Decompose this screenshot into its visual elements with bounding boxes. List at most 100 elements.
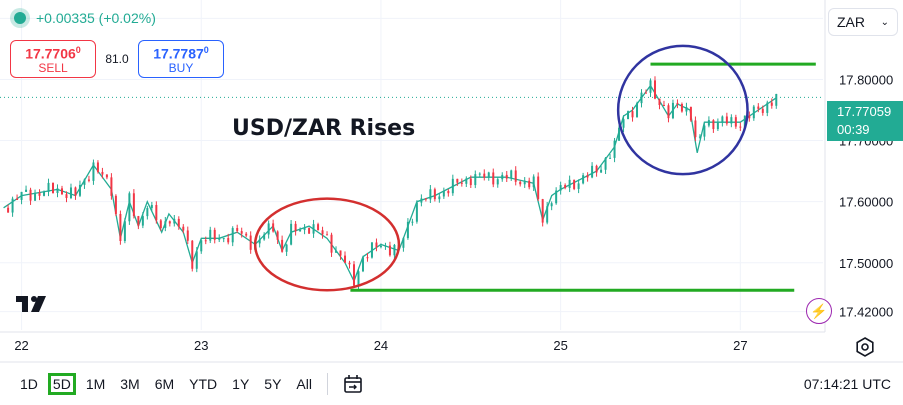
sell-button[interactable]: 17.77060 SELL bbox=[10, 40, 96, 78]
buy-label: BUY bbox=[168, 60, 194, 75]
candle-body bbox=[195, 251, 198, 269]
candle-body bbox=[200, 240, 203, 252]
candle-body bbox=[249, 235, 252, 250]
candle-body bbox=[290, 223, 293, 245]
range-1d[interactable]: 1D bbox=[20, 375, 38, 392]
candle-body bbox=[510, 170, 513, 179]
range-all[interactable]: All bbox=[296, 375, 312, 392]
candle-body bbox=[141, 216, 144, 226]
candle-body bbox=[308, 228, 311, 234]
utc-clock[interactable]: 07:14:21 UTC bbox=[803, 375, 891, 392]
candle-body bbox=[411, 221, 414, 223]
candle-body bbox=[69, 187, 72, 199]
candle-body bbox=[213, 229, 216, 240]
candle-body bbox=[752, 106, 755, 119]
currency-label: ZAR bbox=[837, 14, 865, 30]
candle-body bbox=[11, 198, 14, 213]
candle-body bbox=[622, 119, 625, 128]
candle-body bbox=[344, 255, 347, 263]
candle-body bbox=[119, 213, 122, 242]
candle-body bbox=[375, 242, 378, 248]
candle-body bbox=[406, 221, 409, 239]
candle-body bbox=[658, 98, 661, 106]
x-tick-label: 23 bbox=[194, 338, 208, 353]
candle-body bbox=[137, 216, 140, 226]
candle-body bbox=[743, 115, 746, 128]
candle-body bbox=[523, 180, 526, 185]
candle-body bbox=[173, 218, 176, 224]
sell-label: SELL bbox=[38, 60, 68, 75]
candle-body bbox=[65, 194, 68, 199]
candle-body bbox=[532, 176, 535, 188]
range-ytd[interactable]: YTD bbox=[189, 375, 218, 392]
candle-body bbox=[96, 162, 99, 172]
candle-body bbox=[716, 122, 719, 130]
candle-body bbox=[474, 174, 477, 186]
candle-body bbox=[694, 120, 697, 138]
candle-body bbox=[770, 102, 773, 106]
current-price: 17.77059 bbox=[837, 104, 892, 119]
candle-body bbox=[47, 182, 50, 192]
candle-body bbox=[676, 102, 679, 105]
range-5y[interactable]: 5Y bbox=[264, 375, 282, 392]
buy-button[interactable]: 17.77870 BUY bbox=[138, 40, 224, 78]
range-6m[interactable]: 6M bbox=[154, 375, 175, 392]
sell-price: 17.77060 bbox=[25, 45, 81, 62]
candle-body bbox=[698, 136, 701, 138]
y-axis: 17.9000017.8000017.7000017.6000017.50000… bbox=[839, 11, 893, 319]
candle-body bbox=[227, 238, 230, 243]
candle-body bbox=[478, 173, 481, 175]
candle-body bbox=[236, 228, 239, 232]
candle-body bbox=[321, 230, 324, 235]
candle-body bbox=[689, 107, 692, 121]
candle-body bbox=[114, 195, 117, 214]
candle-body bbox=[653, 80, 656, 99]
candle-body bbox=[577, 183, 580, 189]
candle-body bbox=[92, 162, 95, 181]
range-3m[interactable]: 3M bbox=[120, 375, 140, 392]
candle-body bbox=[487, 172, 490, 178]
candle-body bbox=[420, 198, 423, 203]
candle-body bbox=[366, 257, 369, 259]
tradingview-logo-icon[interactable] bbox=[14, 292, 54, 314]
candle-body bbox=[541, 199, 544, 223]
candle-body bbox=[370, 242, 373, 258]
candle-body bbox=[78, 184, 81, 196]
candle-body bbox=[586, 175, 589, 178]
candle-body bbox=[146, 208, 149, 217]
candle-body bbox=[186, 230, 189, 241]
candle-body bbox=[281, 239, 284, 252]
chevron-down-icon: ⌄ bbox=[880, 16, 889, 28]
candle-body bbox=[730, 117, 733, 124]
candle-body bbox=[164, 221, 167, 228]
candle-body bbox=[29, 189, 32, 201]
candle-body bbox=[56, 188, 59, 194]
candle-body bbox=[240, 231, 243, 234]
settings-icon[interactable] bbox=[854, 336, 876, 358]
currency-select[interactable]: ZAR ⌄ bbox=[828, 8, 898, 36]
candle-body bbox=[384, 245, 387, 247]
candle-body bbox=[20, 191, 23, 200]
flash-icon[interactable]: ⚡ bbox=[806, 298, 832, 324]
candle-body bbox=[294, 223, 297, 232]
range-5d[interactable]: 5D bbox=[47, 372, 76, 395]
candle-body bbox=[429, 189, 432, 200]
y-tick-label: 17.42000 bbox=[839, 305, 893, 320]
candle-body bbox=[25, 189, 28, 192]
range-1m[interactable]: 1M bbox=[85, 375, 106, 392]
candle-body bbox=[339, 250, 342, 256]
candle-body bbox=[330, 234, 333, 253]
candle-body bbox=[645, 92, 648, 94]
live-dot-icon bbox=[14, 12, 26, 24]
candle-body bbox=[649, 80, 652, 93]
candle-body bbox=[609, 157, 612, 159]
candle-body bbox=[604, 157, 607, 170]
candle-body bbox=[725, 116, 728, 124]
calendar-range-icon[interactable] bbox=[342, 373, 364, 395]
range-1y[interactable]: 1Y bbox=[232, 375, 250, 392]
candle-body bbox=[496, 179, 499, 185]
x-tick-label: 24 bbox=[374, 338, 388, 353]
red-ellipse bbox=[253, 197, 401, 292]
candle-body bbox=[402, 238, 405, 248]
candle-body bbox=[74, 187, 77, 196]
